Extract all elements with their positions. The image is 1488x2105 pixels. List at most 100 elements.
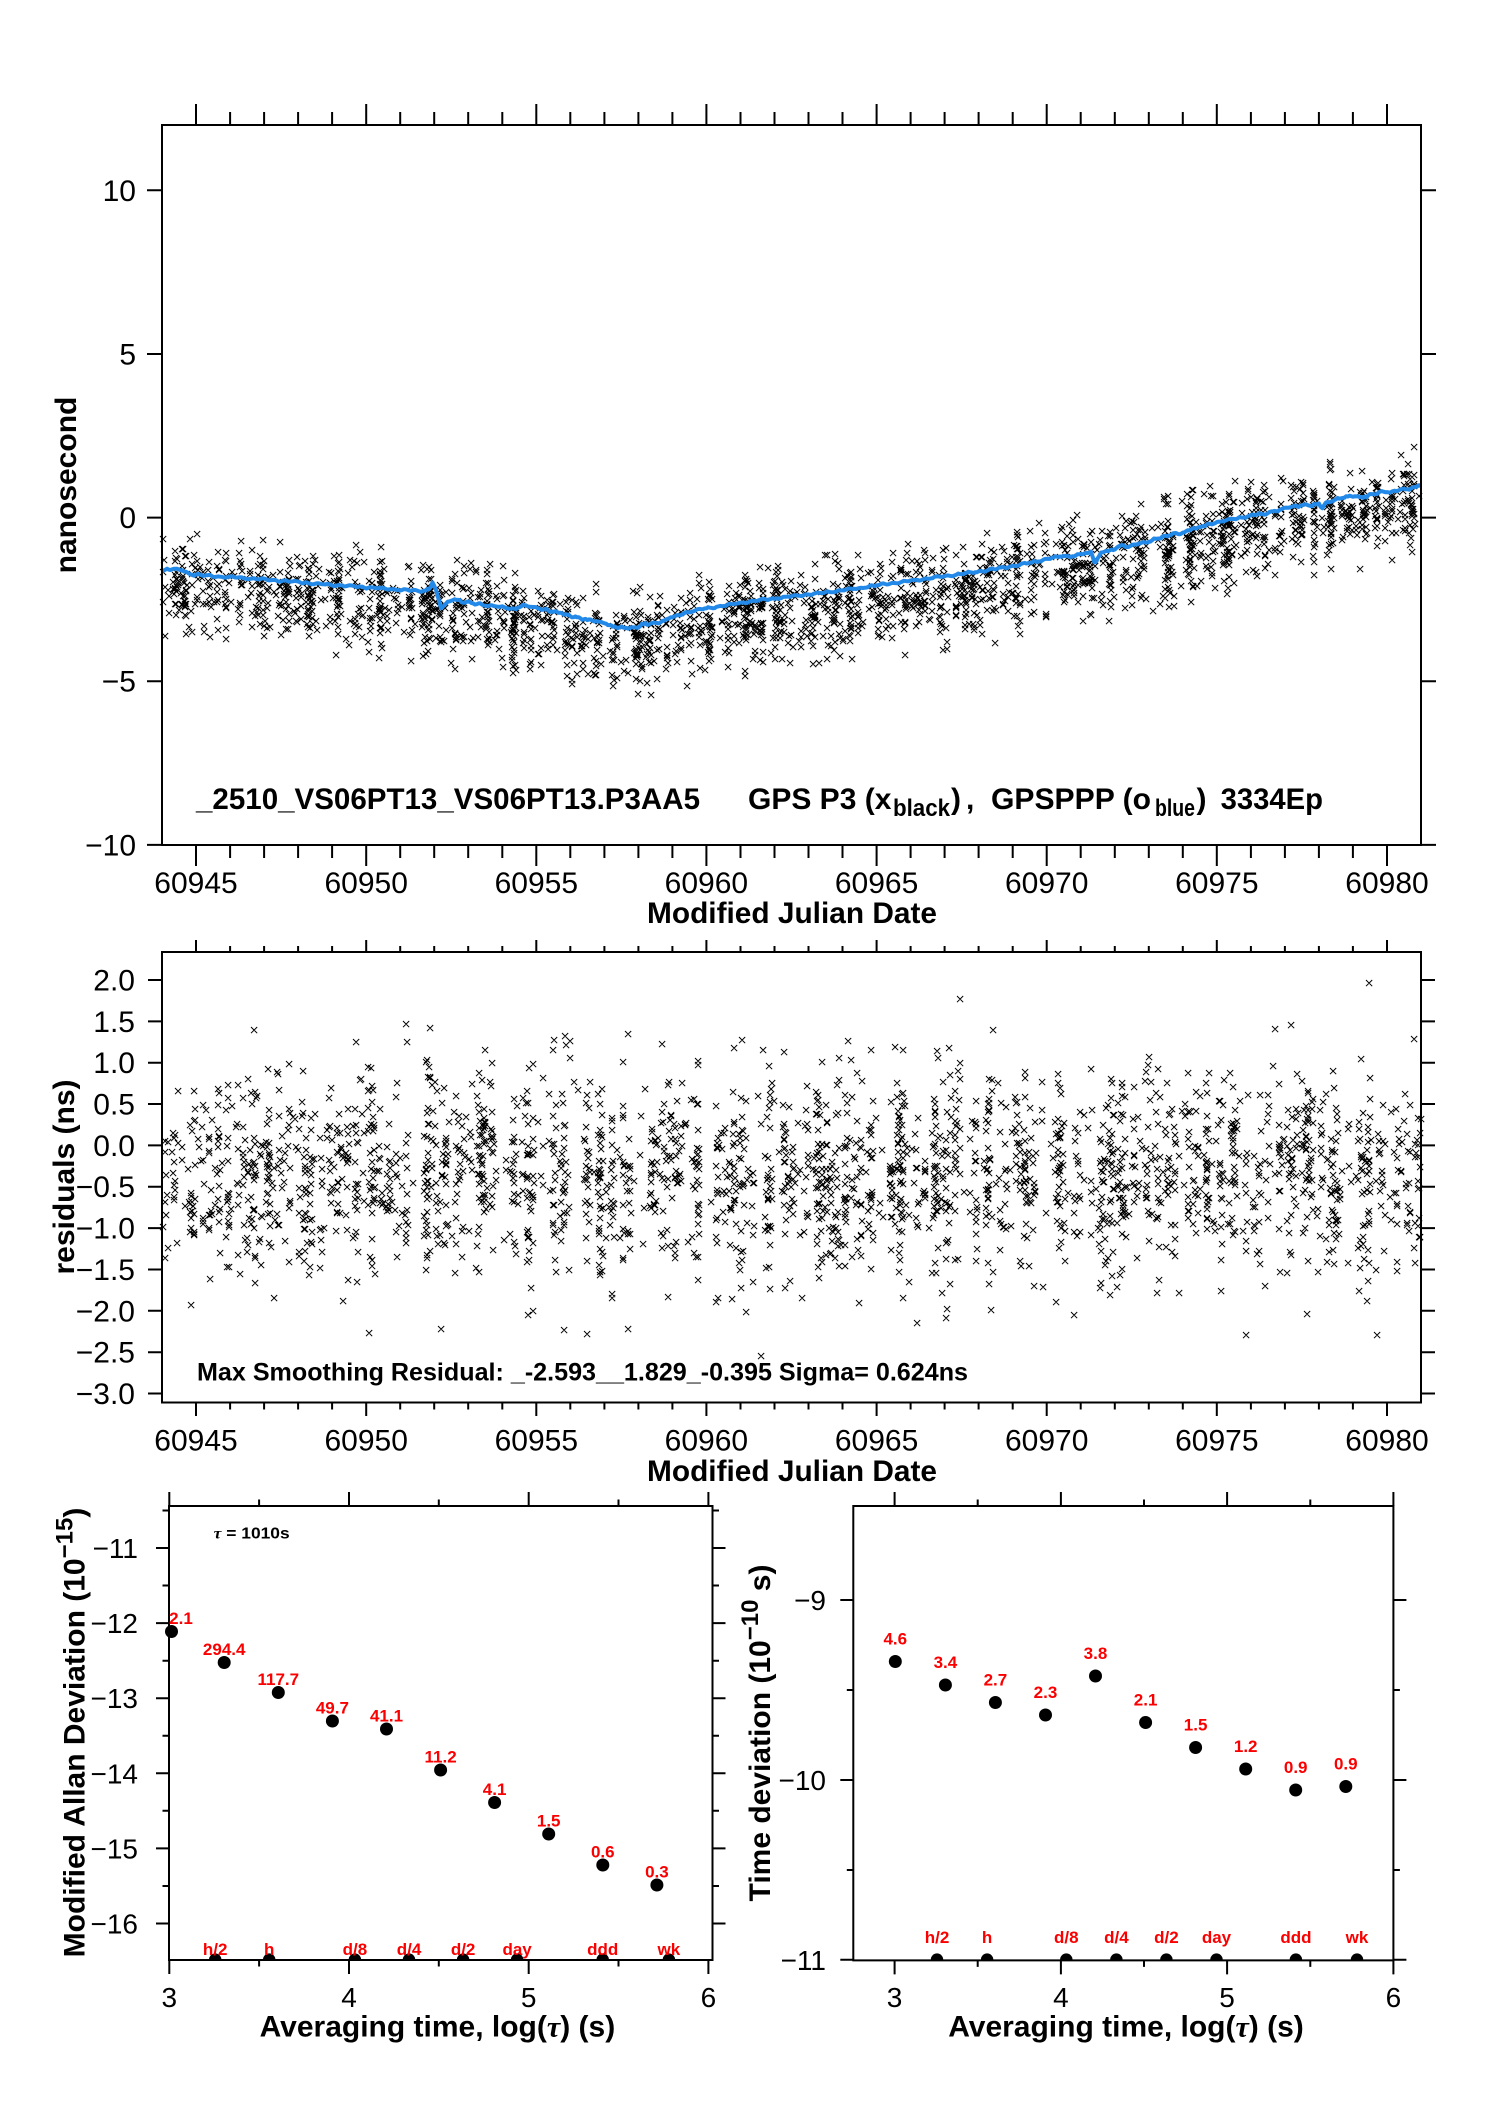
svg-text:3334Ep: 3334Ep	[1221, 783, 1323, 816]
svg-text:0.9: 0.9	[1334, 1755, 1358, 1774]
svg-text:1.5: 1.5	[1184, 1716, 1208, 1735]
svg-text:Modified Julian Date: Modified Julian Date	[647, 1455, 937, 1488]
svg-text:−12: −12	[91, 1608, 139, 1639]
svg-text:4.1: 4.1	[483, 1780, 507, 1799]
svg-text:60955: 60955	[495, 867, 578, 900]
svg-text:3: 3	[887, 1982, 903, 2013]
svg-text:−5: −5	[102, 666, 136, 699]
svg-text:3: 3	[162, 1982, 178, 2013]
svg-text:−10: −10	[85, 829, 136, 862]
svg-text:GPS P3 (x: GPS P3 (x	[748, 783, 892, 816]
svg-text:5: 5	[1219, 1982, 1235, 2013]
svg-text:h: h	[982, 1928, 992, 1947]
svg-text:Averaging time, log(τ) (s): Averaging time, log(τ) (s)	[260, 2011, 616, 2044]
svg-text:6: 6	[1386, 1982, 1402, 2013]
svg-text:4: 4	[1053, 1982, 1069, 2013]
svg-text:−0.5: −0.5	[76, 1171, 135, 1204]
svg-text:_2510_VS06PT13_VS06PT13.P3AA5: _2510_VS06PT13_VS06PT13.P3AA5	[195, 783, 700, 816]
svg-text:d/8: d/8	[343, 1940, 368, 1959]
svg-text:ddd: ddd	[587, 1940, 618, 1959]
svg-text:): )	[951, 783, 961, 816]
svg-text:−11: −11	[781, 1945, 826, 1976]
svg-text:−16: −16	[91, 1909, 139, 1940]
svg-text:d/8: d/8	[1054, 1928, 1079, 1947]
svg-text:h: h	[264, 1940, 274, 1959]
svg-text:d/2: d/2	[1154, 1928, 1179, 1947]
svg-text:60945: 60945	[154, 1425, 237, 1458]
svg-text:11.2: 11.2	[425, 1748, 457, 1767]
svg-text:294.4: 294.4	[203, 1640, 246, 1659]
svg-text:): )	[1197, 783, 1207, 816]
svg-text:1.2: 1.2	[1234, 1737, 1258, 1756]
svg-text:nanosecond: nanosecond	[50, 397, 83, 574]
svg-text:117.7: 117.7	[257, 1670, 299, 1689]
svg-text:−15: −15	[91, 1833, 139, 1864]
svg-text:d/4: d/4	[397, 1940, 422, 1959]
svg-text:−1.0: −1.0	[76, 1213, 135, 1246]
svg-text:60950: 60950	[324, 1425, 407, 1458]
svg-text:−2.5: −2.5	[76, 1337, 135, 1370]
svg-text:60970: 60970	[1005, 1425, 1088, 1458]
svg-text:day: day	[1202, 1928, 1232, 1947]
svg-text:3.4: 3.4	[934, 1653, 958, 1672]
svg-text:1.5: 1.5	[537, 1812, 561, 1831]
svg-text:wk: wk	[657, 1940, 681, 1959]
svg-text:,: ,	[966, 783, 974, 816]
svg-text:residuals (ns): residuals (ns)	[48, 1079, 81, 1274]
svg-text:60975: 60975	[1175, 867, 1258, 900]
svg-text:Max Smoothing Residual: _-2.59: Max Smoothing Residual: _-2.593__1.829_-…	[197, 1359, 968, 1387]
svg-text:h/2: h/2	[203, 1940, 228, 1959]
svg-text:6: 6	[701, 1982, 717, 2013]
svg-text:−10: −10	[779, 1765, 827, 1796]
svg-text:60960: 60960	[665, 867, 748, 900]
svg-text:0: 0	[119, 502, 136, 535]
svg-text:60945: 60945	[154, 867, 237, 900]
svg-text:10: 10	[103, 175, 136, 208]
svg-text:60955: 60955	[495, 1425, 578, 1458]
svg-text:49.7: 49.7	[316, 1699, 349, 1718]
svg-text:2.1: 2.1	[1134, 1691, 1158, 1710]
svg-text:2.7: 2.7	[984, 1671, 1008, 1690]
svg-text:−2.0: −2.0	[76, 1295, 135, 1328]
svg-text:day: day	[502, 1940, 532, 1959]
svg-text:0.3: 0.3	[645, 1863, 669, 1882]
svg-text:blue: blue	[1155, 795, 1195, 822]
svg-text:1.5: 1.5	[93, 1006, 135, 1039]
svg-text:ddd: ddd	[1280, 1928, 1311, 1947]
svg-text:Modified Julian Date: Modified Julian Date	[647, 897, 937, 930]
svg-text:60980: 60980	[1345, 1425, 1428, 1458]
svg-text:−11: −11	[93, 1533, 138, 1564]
svg-text:−13: −13	[91, 1683, 139, 1714]
svg-text:60970: 60970	[1005, 867, 1088, 900]
svg-text:d/4: d/4	[1104, 1928, 1129, 1947]
svg-text:2.0: 2.0	[93, 965, 135, 998]
svg-text:−14: −14	[91, 1758, 139, 1789]
svg-text:5: 5	[521, 1982, 537, 2013]
svg-text:3.8: 3.8	[1084, 1644, 1108, 1663]
svg-text:τ = 1010s: τ = 1010s	[214, 1526, 290, 1543]
svg-text:wk: wk	[1345, 1928, 1369, 1947]
svg-text:Modified Allan Deviation (10−1: Modified Allan Deviation (10−15)	[52, 1508, 92, 1958]
svg-text:4: 4	[341, 1982, 357, 2013]
svg-text:4.6: 4.6	[883, 1630, 907, 1649]
svg-text:Averaging time, log(τ) (s): Averaging time, log(τ) (s)	[948, 2011, 1304, 2044]
svg-text:GPSPPP (o: GPSPPP (o	[991, 783, 1151, 816]
svg-text:5: 5	[119, 339, 136, 372]
svg-text:60965: 60965	[835, 867, 918, 900]
svg-text:2.3: 2.3	[1034, 1683, 1058, 1702]
svg-text:60980: 60980	[1345, 867, 1428, 900]
svg-text:60950: 60950	[324, 867, 407, 900]
svg-text:2.1: 2.1	[169, 1609, 193, 1628]
svg-text:0.6: 0.6	[591, 1843, 615, 1862]
svg-text:−1.5: −1.5	[76, 1254, 135, 1287]
svg-text:1.0: 1.0	[93, 1047, 135, 1080]
svg-text:60965: 60965	[835, 1425, 918, 1458]
svg-text:41.1: 41.1	[370, 1707, 403, 1726]
svg-text:0.0: 0.0	[93, 1130, 135, 1163]
svg-text:h/2: h/2	[925, 1928, 950, 1947]
svg-text:d/2: d/2	[451, 1940, 476, 1959]
svg-text:−9: −9	[794, 1585, 826, 1616]
svg-text:0.5: 0.5	[93, 1089, 135, 1122]
svg-text:60960: 60960	[665, 1425, 748, 1458]
svg-text:black: black	[893, 795, 951, 822]
